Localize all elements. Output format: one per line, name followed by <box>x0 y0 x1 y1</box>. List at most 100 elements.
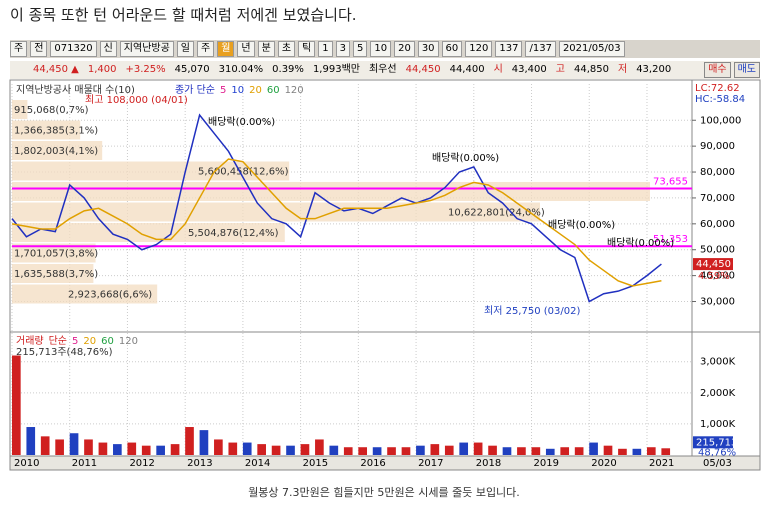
profile-label: 915,068(0,7%) <box>14 105 89 116</box>
toolbar-item[interactable]: 30 <box>417 41 439 57</box>
toolbar-item[interactable]: 틱 <box>298 41 316 57</box>
profile-label: 2,923,668(6,6%) <box>68 290 152 301</box>
order-button[interactable]: 매수 <box>704 62 731 78</box>
volume-bar <box>199 430 209 455</box>
y-tick-label: 50,000 <box>700 245 735 256</box>
volume-bar <box>271 445 281 455</box>
volume-bar <box>300 444 310 455</box>
volume-bar <box>242 442 252 455</box>
volume-bar <box>156 445 165 455</box>
quote-item: 0.39% <box>272 64 304 75</box>
volume-bar <box>661 448 671 455</box>
profile-bar <box>12 243 96 263</box>
toolbar-item[interactable]: /137 <box>525 41 556 57</box>
toolbar-item[interactable]: 137 <box>495 41 523 57</box>
x-tick-label: 2015 <box>303 458 328 469</box>
price-line <box>11 113 662 303</box>
toolbar-item[interactable]: 60 <box>441 41 463 57</box>
volume-bar <box>343 447 353 455</box>
volume-bar <box>603 445 613 455</box>
h-line-label: 73,655 <box>653 176 688 187</box>
profile-bar <box>12 202 540 222</box>
toolbar-item[interactable]: 전 <box>30 41 48 57</box>
legend-title: 지역난방공사 매물대 수(10) <box>16 84 135 96</box>
x-tick-label: 2014 <box>245 458 270 469</box>
volume-bar <box>488 445 497 455</box>
quote-item: 43,400 <box>511 64 547 75</box>
volume-bar <box>387 447 396 455</box>
toolbar-item[interactable]: 주 <box>10 41 28 57</box>
annotation: 배당락(0.00%) <box>548 219 615 231</box>
quote-item: 44,450 <box>405 64 441 75</box>
toolbar-item[interactable]: 120 <box>465 41 493 57</box>
volume-bar <box>185 427 194 455</box>
profile-label: 1,635,588(3,7%) <box>14 269 98 280</box>
volume-bar <box>444 445 454 455</box>
x-tick-label: 2010 <box>14 458 39 469</box>
order-button[interactable]: 매도 <box>733 62 760 78</box>
quote-item: 고 <box>555 64 565 75</box>
quote-bar: 44,450 ▲ 1,400 +3.25% 45,070 310.04% 0.39% 1,9… <box>10 61 760 79</box>
toolbar-item[interactable]: 년 <box>237 41 255 57</box>
quote-item: 45,070 <box>174 64 210 75</box>
volume-bar <box>560 447 570 455</box>
volume-bar <box>430 444 440 455</box>
annotation: 최고 108,000 (04/01) <box>85 94 188 106</box>
toolbar-item[interactable]: 2021/05/03 <box>558 41 625 57</box>
volume-bar <box>502 447 512 455</box>
toolbar-item[interactable]: 071320 <box>50 41 97 57</box>
toolbar-item[interactable]: 월 <box>217 41 235 57</box>
last-change: 4.59% <box>698 271 730 282</box>
quote-item: 1,400 <box>87 64 117 75</box>
volume-bar <box>531 447 541 455</box>
y-tick-label: 60,000 <box>700 219 735 230</box>
y-tick-label: 1,000K <box>700 419 736 430</box>
x-tick-label: 2021 <box>649 458 674 469</box>
quote-item: 44,450 ▲ <box>33 64 79 75</box>
x-tick-label: 2019 <box>534 458 559 469</box>
volume-bar <box>141 445 151 455</box>
volume-bar <box>358 447 368 455</box>
volume-bar <box>416 445 425 455</box>
toolbar-item[interactable]: 일 <box>176 41 194 57</box>
x-axis-band <box>9 455 761 471</box>
toolbar-item[interactable]: 5 <box>352 41 368 57</box>
profile-bar <box>12 120 81 140</box>
toolbar-item[interactable]: 1 <box>318 41 333 57</box>
quote-item: 최우선 <box>368 64 397 75</box>
profile-bar <box>12 264 94 283</box>
y-tick-label: 90,000 <box>700 141 735 152</box>
x-tick-label: 2013 <box>187 458 212 469</box>
volume-bar <box>170 444 180 455</box>
legend-item: 20 <box>83 336 96 347</box>
toolbar-item[interactable]: 초 <box>277 41 296 57</box>
y-tick-label: 2,000K <box>700 388 736 399</box>
legend-item: 5 <box>220 85 226 96</box>
toolbar-item[interactable]: 20 <box>394 41 415 57</box>
quote-item: 310.04% <box>218 64 264 75</box>
x-tick-label: 2016 <box>360 458 385 469</box>
toolbar-item[interactable]: 지역난방공 <box>119 41 174 57</box>
volume-summary: 215,713주(48,76%) <box>16 347 113 358</box>
profile-label: 5,600,458(12,6%) <box>198 167 289 178</box>
volume-bar <box>545 448 555 455</box>
toolbar-item[interactable]: 신 <box>99 41 117 57</box>
quote-item: 시 <box>493 64 503 75</box>
profile-bar <box>12 223 285 242</box>
toolbar-item[interactable]: 분 <box>257 41 275 57</box>
profile-bar <box>12 141 103 160</box>
profile-label: 5,504,876(12,4%) <box>188 228 279 239</box>
h-line-label: 51,353 <box>653 234 688 245</box>
quote-item: +3.25% <box>125 64 166 75</box>
toolbar-item[interactable]: 10 <box>370 41 392 57</box>
volume-bar <box>113 444 122 455</box>
quote-item: 44,850 <box>573 64 609 75</box>
legend-item: 60 <box>101 336 114 347</box>
toolbar-item[interactable]: 3 <box>335 41 350 57</box>
toolbar-item[interactable]: 주 <box>197 41 215 57</box>
volume-bar <box>646 447 656 455</box>
volume-bar <box>517 447 526 455</box>
x-tick-label: 2018 <box>476 458 501 469</box>
